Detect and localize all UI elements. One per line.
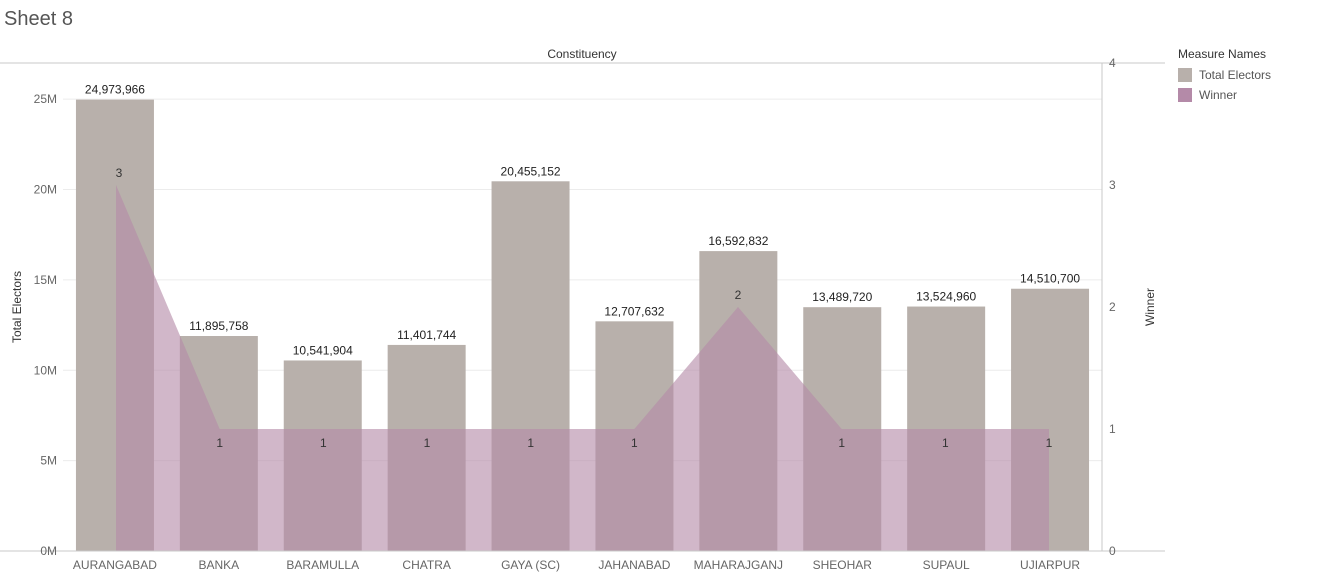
left-tick-label: 15M xyxy=(34,273,57,287)
left-tick-label: 25M xyxy=(34,92,57,106)
legend-label: Winner xyxy=(1199,88,1238,102)
x-tick-label: BARAMULLA xyxy=(286,558,359,572)
bar-data-label: 13,489,720 xyxy=(812,290,872,304)
sheet-title: Sheet 8 xyxy=(4,8,73,30)
legend: Measure Names Total Electors Winner xyxy=(1178,47,1271,105)
legend-item-total-electors[interactable]: Total Electors xyxy=(1178,65,1271,85)
area-data-label: 3 xyxy=(116,166,123,180)
x-tick-label: JAHANABAD xyxy=(598,558,670,572)
left-tick-label: 5M xyxy=(40,454,57,468)
area-data-label: 1 xyxy=(942,436,949,450)
bar-data-label: 10,541,904 xyxy=(293,343,353,357)
right-tick-label: 3 xyxy=(1109,178,1116,192)
area-data-label: 1 xyxy=(320,436,327,450)
winner-area xyxy=(116,185,1049,551)
x-tick-label: UJIARPUR xyxy=(1020,558,1080,572)
x-axis-tick-labels: AURANGABAD BANKA BARAMULLA CHATRA GAYA (SC) J… xyxy=(73,558,1080,572)
right-tick-label: 1 xyxy=(1109,422,1116,436)
area-data-label: 2 xyxy=(735,288,742,302)
bar-data-label: 20,455,152 xyxy=(501,164,561,178)
area-data-label: 1 xyxy=(216,436,223,450)
area-data-label: 1 xyxy=(1046,436,1053,450)
x-tick-label: GAYA (SC) xyxy=(501,558,560,572)
x-tick-label: SHEOHAR xyxy=(813,558,873,572)
left-tick-label: 0M xyxy=(40,544,57,558)
x-tick-label: BANKA xyxy=(199,558,240,572)
legend-item-winner[interactable]: Winner xyxy=(1178,85,1271,105)
bar-data-label: 14,510,700 xyxy=(1020,272,1080,286)
x-tick-label: AURANGABAD xyxy=(73,558,157,572)
right-tick-label: 0 xyxy=(1109,544,1116,558)
bar-data-label: 16,592,832 xyxy=(708,234,768,248)
left-axis-title: Total Electors xyxy=(10,271,24,343)
right-axis-tick-labels: 0 1 2 3 4 xyxy=(1109,56,1116,558)
left-tick-label: 10M xyxy=(34,363,57,377)
legend-swatch xyxy=(1178,68,1192,82)
area-data-label: 1 xyxy=(527,436,534,450)
right-tick-label: 4 xyxy=(1109,56,1116,70)
bar-data-label: 11,401,744 xyxy=(397,328,456,342)
bar-data-label: 12,707,632 xyxy=(604,304,664,318)
column-header: Constituency xyxy=(547,47,616,61)
left-tick-label: 20M xyxy=(34,183,57,197)
bar-data-label: 24,973,966 xyxy=(85,83,145,97)
legend-label: Total Electors xyxy=(1199,68,1272,82)
x-tick-label: SUPAUL xyxy=(923,558,970,572)
bar-data-label: 13,524,960 xyxy=(916,290,976,304)
right-tick-label: 2 xyxy=(1109,300,1116,314)
x-tick-label: CHATRA xyxy=(402,558,450,572)
area-data-label: 1 xyxy=(424,436,431,450)
legend-title: Measure Names xyxy=(1178,47,1267,61)
combo-chart: Constituency 24,973,966 11,895,758 10,541,… xyxy=(0,47,1165,572)
axes xyxy=(0,62,1165,552)
area-data-label: 1 xyxy=(631,436,638,450)
area-data-label: 1 xyxy=(838,436,845,450)
area-series xyxy=(115,184,1050,551)
bar-data-label: 11,895,758 xyxy=(189,319,248,333)
bar-data-labels: 24,973,966 11,895,758 10,541,904 11,401,744… xyxy=(85,83,1080,358)
area-data-labels: 3 1 1 1 1 1 2 1 1 1 xyxy=(116,166,1053,450)
right-axis-title: Winner xyxy=(1143,288,1157,326)
legend-swatch xyxy=(1178,88,1192,102)
x-tick-label: MAHARAJGANJ xyxy=(694,558,783,572)
left-axis-tick-labels: 0M 5M 10M 15M 20M 25M xyxy=(34,92,57,558)
